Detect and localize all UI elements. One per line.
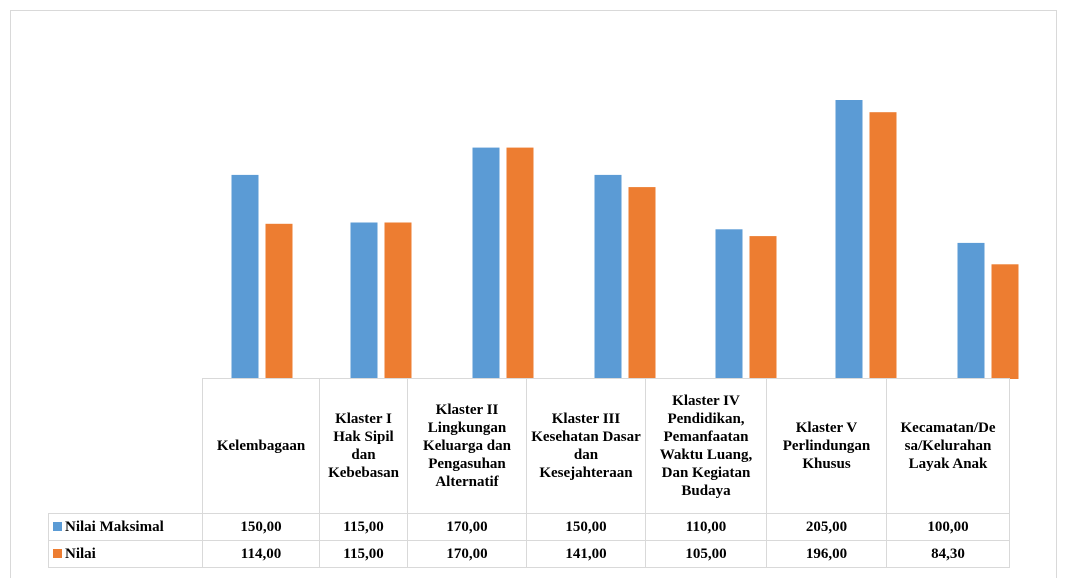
legend-entry-nilai: Nilai: [48, 540, 203, 568]
data-label: 110,00: [645, 513, 767, 541]
bar-nilai-maksimal-3: [472, 147, 500, 379]
series-row-nilai-maksimal: Nilai Maksimal 150,00 115,00 170,00 150,…: [48, 513, 1010, 541]
table-corner-cell: [48, 378, 203, 514]
chart-frame: [10, 10, 1057, 578]
data-label: 105,00: [645, 540, 767, 568]
legend-label: Nilai Maksimal: [65, 519, 164, 535]
data-label: 114,00: [202, 540, 320, 568]
data-label: 84,30: [886, 540, 1010, 568]
data-label: 115,00: [319, 513, 408, 541]
bar-nilai-maksimal-5: [715, 229, 743, 379]
category-header-row: Kelembagaan Klaster I Hak Sipil dan Kebe…: [48, 378, 1010, 514]
series-row-nilai: Nilai 114,00 115,00 170,00 141,00 105,00…: [48, 540, 1010, 568]
bar-nilai-3: [506, 147, 534, 379]
data-label: 150,00: [526, 513, 646, 541]
category-label: Kecamatan/De sa/Kelurahan Layak Anak: [886, 378, 1010, 514]
category-label: Kelembagaan: [202, 378, 320, 514]
category-label: Klaster III Kesehatan Dasar dan Kesejaht…: [526, 378, 646, 514]
chart-data-table: Kelembagaan Klaster I Hak Sipil dan Kebe…: [48, 378, 1010, 568]
data-label: 196,00: [766, 540, 887, 568]
data-label: 170,00: [407, 540, 527, 568]
data-label: 170,00: [407, 513, 527, 541]
bar-nilai-maksimal-1: [231, 174, 259, 379]
bar-nilai-maksimal-2: [350, 222, 378, 379]
data-label: 141,00: [526, 540, 646, 568]
bar-nilai-maksimal-7: [957, 242, 985, 379]
category-label: Klaster II Lingkungan Keluarga dan Penga…: [407, 378, 527, 514]
bar-nilai-7: [991, 264, 1019, 379]
legend-label: Nilai: [65, 546, 96, 562]
data-label: 150,00: [202, 513, 320, 541]
bar-nilai-6: [869, 112, 897, 379]
legend-entry-nilai-maksimal: Nilai Maksimal: [48, 513, 203, 541]
category-label: Klaster I Hak Sipil dan Kebebasan: [319, 378, 408, 514]
legend-key-nilai-maksimal: [53, 522, 62, 531]
bar-nilai-5: [749, 236, 777, 379]
bar-nilai-maksimal-4: [594, 174, 622, 379]
bar-nilai-2: [384, 222, 412, 379]
bar-nilai-maksimal-6: [835, 100, 863, 379]
data-label: 115,00: [319, 540, 408, 568]
legend-key-nilai: [53, 549, 62, 558]
category-label: Klaster IV Pendidikan, Pemanfaatan Waktu…: [645, 378, 767, 514]
data-label: 205,00: [766, 513, 887, 541]
bar-nilai-1: [265, 223, 293, 379]
category-label: Klaster V Perlindungan Khusus: [766, 378, 887, 514]
data-label: 100,00: [886, 513, 1010, 541]
bar-nilai-4: [628, 187, 656, 379]
